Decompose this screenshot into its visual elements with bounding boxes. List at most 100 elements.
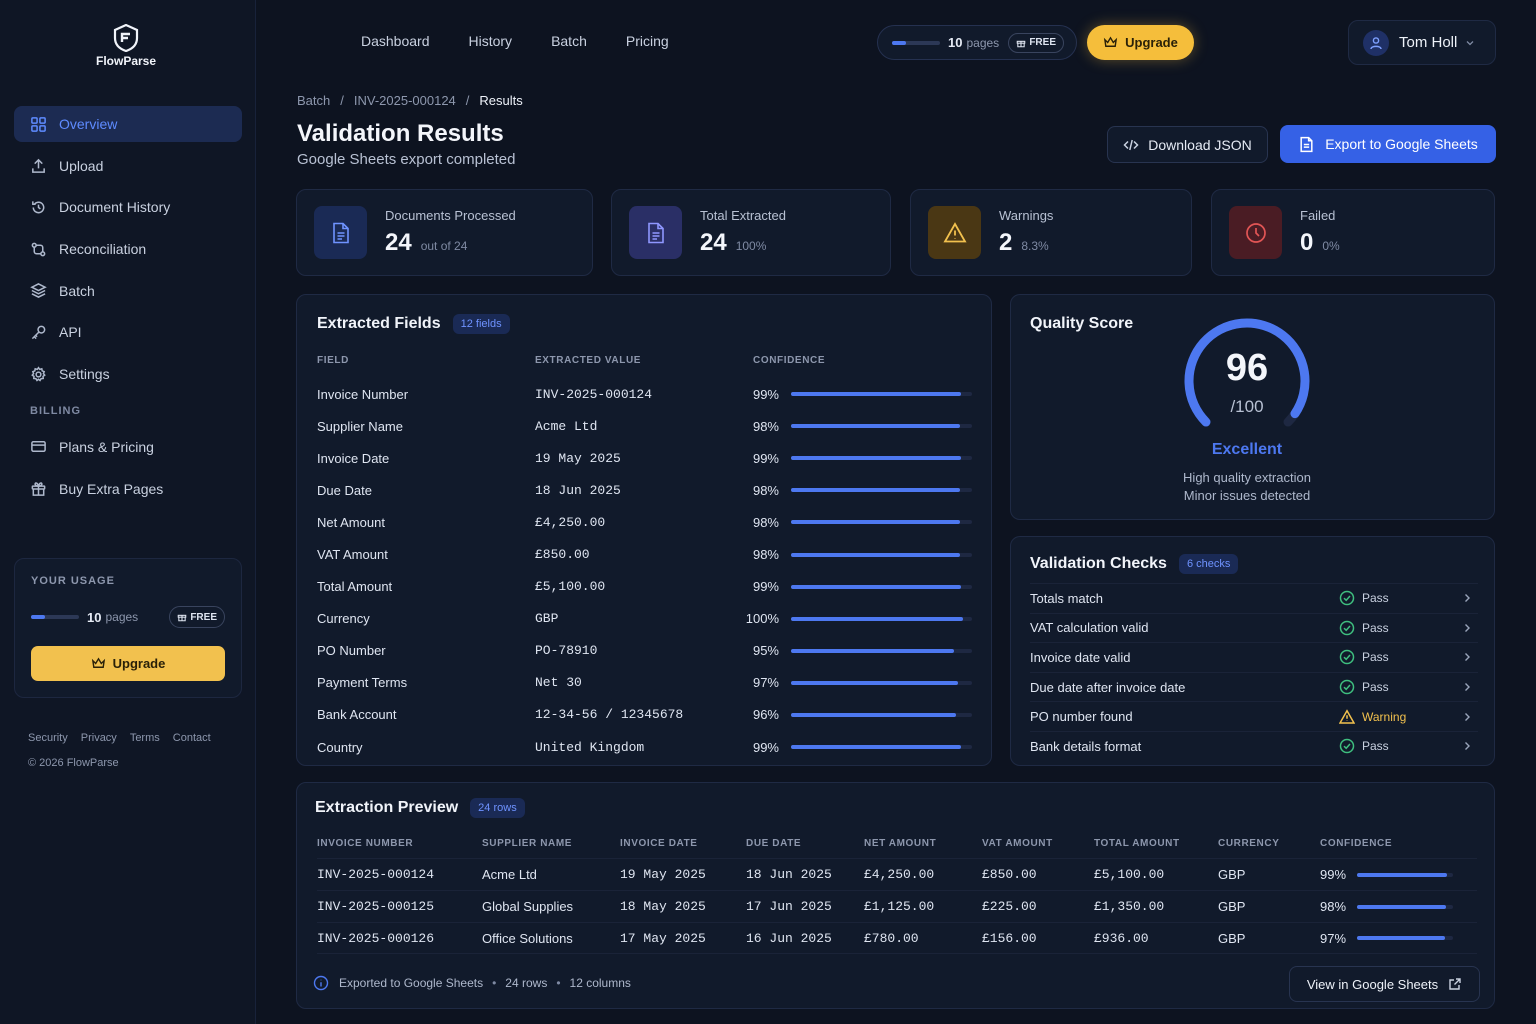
topnav-link-dashboard[interactable]: Dashboard: [361, 33, 430, 49]
sidebar-item-plans-pricing[interactable]: Plans & Pricing: [14, 429, 242, 465]
check-status: Pass: [1339, 738, 1389, 754]
user-menu[interactable]: Tom Holl: [1348, 20, 1496, 65]
quality-gauge: 96 /100: [1181, 315, 1313, 447]
validation-checks-title: Validation Checks: [1030, 555, 1167, 572]
avatar: [1363, 29, 1389, 56]
top-plan-badge-label: FREE: [1029, 37, 1056, 48]
table-cell-due-date: 17 Jun 2025: [746, 899, 832, 914]
validation-checks-panel: Validation Checks 6 checks Totals match P…: [1010, 536, 1495, 766]
download-json-button[interactable]: Download JSON: [1107, 126, 1268, 163]
topnav-link-history[interactable]: History: [468, 33, 513, 49]
upload-icon: [32, 158, 45, 174]
confidence-bar-fill: [791, 488, 960, 493]
footer-link-privacy[interactable]: Privacy: [80, 732, 117, 744]
billing-section-label: BILLING: [30, 404, 81, 417]
separator-dot: •: [492, 976, 497, 990]
column-header-value: EXTRACTED VALUE: [535, 355, 642, 366]
sidebar-item-reconciliation[interactable]: Reconciliation: [14, 231, 242, 267]
check-circle-icon: [1339, 739, 1355, 754]
footer-link-terms[interactable]: Terms: [129, 732, 160, 744]
validation-check-row[interactable]: Invoice date valid Pass: [1030, 642, 1478, 672]
sidebar-item-overview[interactable]: Overview: [14, 106, 242, 142]
field-value: GBP: [535, 611, 559, 627]
sidebar-upgrade-button[interactable]: Upgrade: [31, 646, 225, 681]
confidence-bar: [791, 520, 972, 525]
field-value: PO-78910: [535, 643, 598, 659]
check-status: Warning: [1339, 708, 1407, 725]
check-circle-icon: [1339, 591, 1355, 606]
usage-card: YOUR USAGE 10 pages FREE Upgrade: [14, 558, 242, 698]
confidence-bar-fill: [791, 520, 960, 525]
field-confidence: 99%: [752, 450, 779, 466]
chevron-right-icon: [1465, 653, 1470, 662]
export-summary: Exported to Google Sheets • 24 rows • 12…: [313, 975, 631, 991]
breadcrumb-separator: /: [465, 93, 470, 108]
preview-column-header: INVOICE DATE: [620, 838, 698, 849]
preview-column-header: CURRENCY: [1218, 838, 1280, 849]
top-usage-pill[interactable]: 10 pages FREE: [877, 25, 1077, 60]
stat-subtext: 100%: [735, 239, 767, 253]
breadcrumb-batch[interactable]: Batch: [297, 93, 331, 108]
sidebar-item-label: Document History: [59, 199, 171, 216]
field-name: Currency: [317, 611, 370, 627]
confidence-bar: [791, 456, 972, 461]
confidence-bar: [791, 712, 972, 717]
footer-link-contact[interactable]: Contact: [172, 732, 211, 744]
view-in-google-sheets-button[interactable]: View in Google Sheets: [1289, 966, 1480, 1002]
validation-check-row[interactable]: VAT calculation valid Pass: [1030, 612, 1478, 643]
sidebar-item-buy-extra-pages[interactable]: Buy Extra Pages: [14, 471, 242, 507]
layers-icon: [30, 283, 47, 299]
usage-pages-count: 10: [87, 609, 102, 625]
top-plan-badge: FREE: [1008, 32, 1064, 53]
topnav-link-batch[interactable]: Batch: [551, 33, 587, 49]
quality-note-primary: High quality extraction: [1183, 470, 1311, 485]
stat-value: 0: [1300, 229, 1314, 256]
validation-check-row[interactable]: Bank details format Pass: [1030, 730, 1478, 761]
stat-total-extracted: Total Extracted 24 100%: [611, 189, 891, 276]
chevron-right-icon: [1465, 594, 1470, 603]
brand-name: FlowParse: [95, 54, 157, 68]
table-cell-total: £1,350.00: [1094, 899, 1165, 914]
validation-check-row[interactable]: Due date after invoice date Pass: [1030, 671, 1478, 702]
validation-check-row[interactable]: Totals match Pass: [1030, 583, 1478, 613]
gift-icon: [1017, 40, 1026, 47]
table-cell-currency: GBP: [1218, 867, 1246, 882]
top-upgrade-button[interactable]: Upgrade: [1087, 25, 1194, 60]
sidebar-item-batch[interactable]: Batch: [14, 273, 242, 309]
validation-check-row[interactable]: PO number found Warning: [1030, 701, 1478, 731]
table-cell-vat: £850.00: [982, 867, 1037, 882]
field-value: £5,100.00: [535, 579, 606, 595]
check-label: Totals match: [1030, 590, 1103, 606]
breadcrumb-invoice[interactable]: INV-2025-000124: [353, 93, 456, 108]
export-google-sheets-label: Export to Google Sheets: [1325, 136, 1478, 152]
sidebar-item-upload[interactable]: Upload: [14, 148, 242, 184]
table-cell-due-date: 18 Jun 2025: [746, 867, 832, 882]
breadcrumb: Batch / INV-2025-000124 / Results: [297, 93, 523, 108]
field-row: Payment Terms Net 30 97%: [317, 667, 972, 699]
top-upgrade-label: Upgrade: [1125, 35, 1178, 50]
preview-column-header: NET AMOUNT: [864, 838, 937, 849]
sidebar-item-api[interactable]: API: [14, 314, 242, 350]
confidence-bar-fill: [791, 616, 963, 621]
user-name: Tom Holl: [1399, 34, 1458, 51]
sidebar-item-settings[interactable]: Settings: [14, 356, 242, 392]
copyright: © 2026 FlowParse: [28, 757, 119, 769]
preview-column-header: SUPPLIER NAME: [482, 838, 573, 849]
footer-link-security[interactable]: Security: [28, 732, 68, 744]
quality-score-panel: Quality Score 96 /100 Excellent High qua…: [1010, 294, 1495, 520]
field-value: 19 May 2025: [535, 450, 621, 466]
sidebar-item-document-history[interactable]: Document History: [14, 189, 242, 225]
preview-column-header: VAT AMOUNT: [982, 838, 1053, 849]
brand-logo[interactable]: FlowParse: [90, 24, 162, 68]
confidence-bar: [1357, 872, 1453, 877]
field-value: United Kingdom: [535, 739, 645, 755]
topnav-link-pricing[interactable]: Pricing: [625, 33, 669, 49]
quality-note-secondary: Minor issues detected: [1183, 488, 1311, 503]
table-cell-confidence: 98%: [1320, 899, 1347, 914]
gift-icon: [31, 482, 46, 496]
export-google-sheets-button[interactable]: Export to Google Sheets: [1280, 125, 1496, 163]
check-status-label: Warning: [1362, 709, 1407, 724]
table-cell-confidence: 99%: [1320, 867, 1347, 882]
usage-progress-bar: [31, 615, 79, 619]
stat-label: Documents Processed: [385, 208, 516, 223]
